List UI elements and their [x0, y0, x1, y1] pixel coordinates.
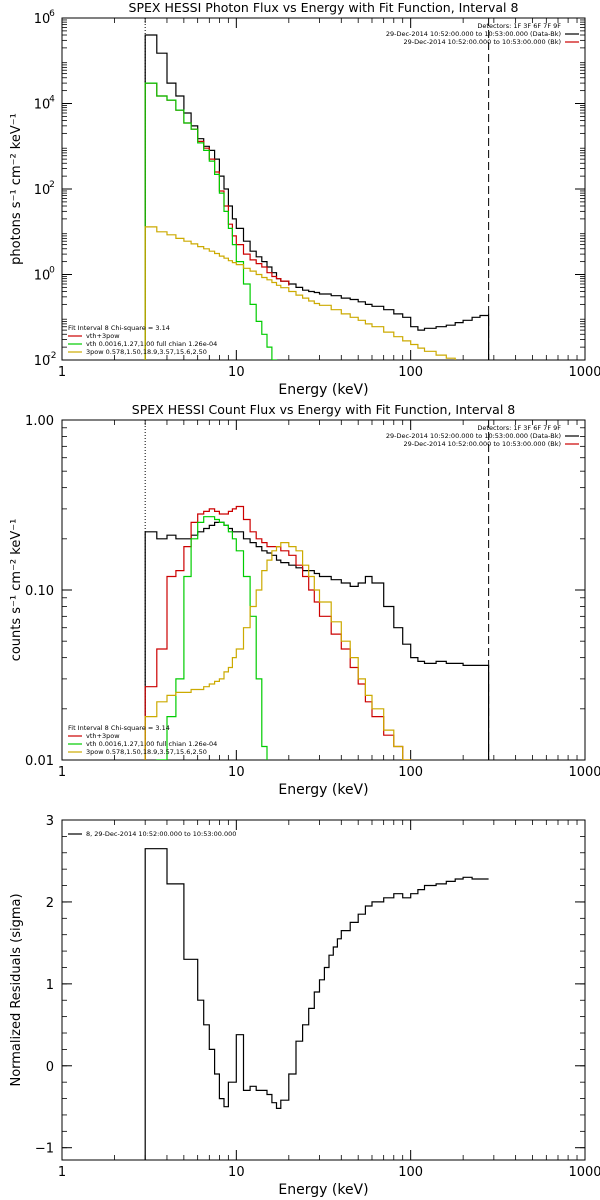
x-tick-label: 1: [58, 1165, 66, 1180]
y-tick-label: 0.01: [25, 754, 54, 769]
y-tick-label: 10-2: [34, 351, 57, 369]
y-tick-exponent: 2: [49, 180, 55, 190]
y-tick-label: 1.00: [25, 414, 54, 429]
y-tick-exponent: 0: [49, 266, 55, 276]
header-line: 29-Dec-2014 10:52:00.000 to 10:53:00.000…: [404, 38, 562, 46]
chart-panel-3: 1 10 100 1000 −1 0 1 2 3 Energy (keV) Normalized R…: [9, 814, 600, 1198]
legend-entry: 3pow 0.578,1.50,18.9,3.57,15.6,2.50: [86, 348, 207, 356]
x-tick-label: 1: [58, 365, 66, 380]
header-line: 29-Dec-2014 10:52:00.000 to 10:53:00.000…: [404, 440, 562, 448]
x-tick-label: 100: [398, 765, 423, 780]
series-line-2: [144, 505, 412, 760]
y-tick-label: 102: [34, 180, 55, 198]
x-tick-label: 100: [398, 1165, 423, 1180]
x-tick-label: 10: [228, 765, 245, 780]
header-line: Detectors: 1F 3F 6F 7F 9F: [477, 424, 561, 432]
legend-title: Fit Interval 8 Chi-square = 3.14: [68, 724, 170, 732]
series-line-1: [144, 34, 490, 360]
legend-entry: vth 0.0016,1.27,1.00 full chian 1.26e-04: [86, 740, 217, 748]
plot-frame: [61, 17, 586, 361]
y-tick-label: 2: [46, 896, 54, 911]
chart-title: SPEX HESSI Count Flux vs Energy with Fit…: [132, 402, 515, 417]
legend-entry: vth+3pow: [86, 732, 120, 740]
y-tick-exponent: 4: [49, 95, 55, 105]
chart-title: SPEX HESSI Photon Flux vs Energy with Fi…: [129, 0, 519, 15]
legend-entry: 3pow 0.578,1.50,18.9,3.57,15.6,2.50: [86, 748, 207, 756]
header-line: 29-Dec-2014 10:52:00.000 to 10:53:00.000…: [386, 30, 561, 38]
y-tick-label: 100: [34, 266, 55, 284]
x-tick-label: 10: [228, 1165, 245, 1180]
y-tick-label: 1: [46, 978, 54, 993]
series-group: [144, 848, 489, 1160]
series-line-3: [144, 82, 278, 360]
y-axis-label: counts s⁻¹ cm⁻² keV⁻¹: [9, 519, 24, 662]
y-tick-label: −1: [35, 1142, 54, 1157]
legend-entry: vth 0.0016,1.27,1.00 full chian 1.26e-04: [86, 340, 217, 348]
series-line-1: [144, 848, 489, 1160]
x-axis-label: Energy (keV): [278, 782, 368, 798]
header-line: 29-Dec-2014 10:52:00.000 to 10:53:00.000…: [386, 432, 561, 440]
y-tick-exponent: -2: [48, 351, 57, 361]
chart-panel-2: 1 10 100 1000 0.01 0.10 1.00 SPEX HESSI Count F…: [9, 402, 600, 798]
y-tick-exponent: 6: [49, 9, 55, 19]
y-tick-label: 3: [46, 814, 54, 829]
y-tick-label: 0: [46, 1060, 54, 1075]
series-line-4: [144, 226, 456, 360]
y-tick-label: 104: [34, 95, 55, 113]
y-tick-label: 106: [34, 9, 55, 27]
legend-title: Fit Interval 8 Chi-square = 3.14: [68, 324, 170, 332]
x-tick-label: 1000: [568, 1165, 600, 1180]
header-line: Detectors: 1F 3F 6F 7F 9F: [477, 22, 561, 30]
series-line-1: [144, 521, 490, 760]
y-tick-base: 10: [34, 183, 51, 198]
x-tick-label: 1: [58, 765, 66, 780]
series-group: [144, 505, 490, 760]
series-group: [144, 34, 490, 360]
series-line-4: [144, 542, 412, 760]
y-tick-label: 0.10: [25, 584, 54, 599]
plot-frame: [61, 419, 586, 761]
series-line-2: [144, 82, 290, 360]
x-tick-label: 10: [228, 365, 245, 380]
y-tick-base: 10: [34, 98, 51, 113]
series-line-3: [144, 516, 268, 760]
x-tick-label: 1000: [568, 365, 600, 380]
y-tick-base: 10: [34, 269, 51, 284]
legend-entry: vth+3pow: [86, 332, 120, 340]
x-axis-label: Energy (keV): [278, 1182, 368, 1198]
legend-entry: 8, 29-Dec-2014 10:52:00.000 to 10:53:00.…: [86, 830, 236, 838]
y-axis-label: photons s⁻¹ cm⁻² keV⁻¹: [9, 113, 24, 265]
y-tick-base: 10: [34, 354, 51, 369]
y-tick-base: 10: [34, 12, 51, 27]
x-axis-label: Energy (keV): [278, 382, 368, 398]
y-axis-label: Normalized Residuals (sigma): [9, 893, 24, 1086]
x-tick-label: 1000: [568, 765, 600, 780]
x-tick-label: 100: [398, 365, 423, 380]
plot-frame: [61, 819, 586, 1161]
